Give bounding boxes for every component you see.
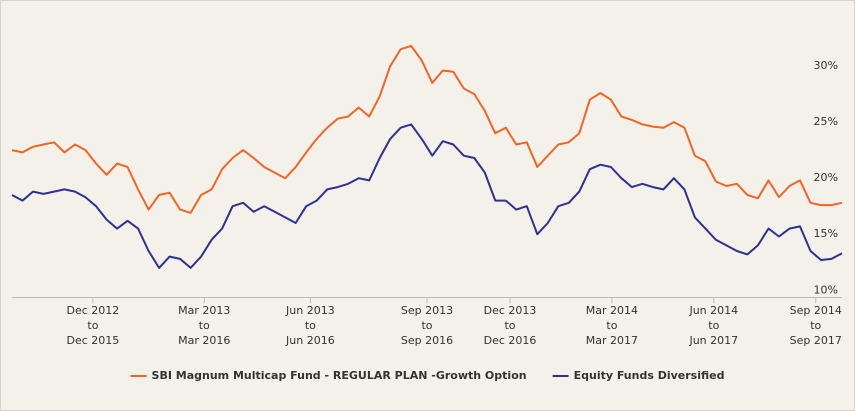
x-tick-label: Mar 2014 xyxy=(586,304,638,317)
x-tick-label: Dec 2015 xyxy=(67,334,120,347)
series-line xyxy=(11,123,843,269)
x-tick-label: to xyxy=(305,319,316,332)
x-tick-label: Jun 2016 xyxy=(285,334,335,347)
x-tick-label: Dec 2012 xyxy=(67,304,120,317)
x-tick-label: to xyxy=(504,319,515,332)
x-tick-label: to xyxy=(87,319,98,332)
x-tick-label: Mar 2013 xyxy=(178,304,230,317)
series-line xyxy=(11,44,843,214)
x-tick-label: Sep 2016 xyxy=(401,334,453,347)
legend: SBI Magnum Multicap Fund - REGULAR PLAN … xyxy=(130,369,725,382)
y-tick-label: 20% xyxy=(814,171,838,184)
x-tick-label: Jun 2014 xyxy=(688,304,738,317)
x-tick-label: Dec 2016 xyxy=(484,334,537,347)
x-tick-label: Sep 2017 xyxy=(790,334,842,347)
x-tick-label: Sep 2014 xyxy=(790,304,842,317)
x-tick-label: to xyxy=(199,319,210,332)
x-tick-label: to xyxy=(421,319,432,332)
x-tick-label: to xyxy=(810,319,821,332)
y-tick-label: 30% xyxy=(814,59,838,72)
x-tick-label: to xyxy=(606,319,617,332)
x-tick-label: Mar 2017 xyxy=(586,334,638,347)
y-tick-label: 15% xyxy=(814,227,838,240)
x-tick-label: Dec 2013 xyxy=(484,304,537,317)
legend-label: SBI Magnum Multicap Fund - REGULAR PLAN … xyxy=(152,369,527,382)
x-tick-label: Mar 2016 xyxy=(178,334,230,347)
x-tick-label: Sep 2013 xyxy=(401,304,453,317)
y-tick-label: 25% xyxy=(814,115,838,128)
x-tick-label: to xyxy=(708,319,719,332)
x-tick-label: Jun 2017 xyxy=(688,334,738,347)
y-tick-label: 10% xyxy=(814,283,838,296)
x-tick-label: Jun 2013 xyxy=(285,304,335,317)
legend-label: Equity Funds Diversified xyxy=(574,369,725,382)
